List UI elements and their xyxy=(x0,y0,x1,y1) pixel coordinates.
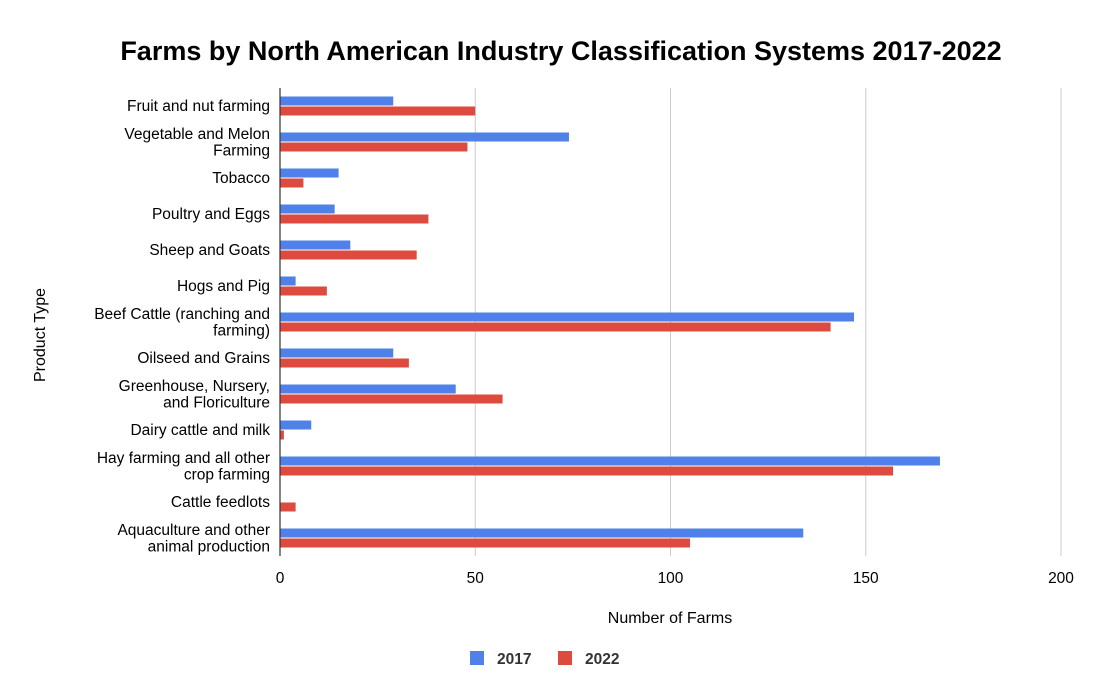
legend-label: 2022 xyxy=(585,651,619,668)
gridlines xyxy=(474,88,1062,556)
bar-2022-5 xyxy=(280,286,327,296)
bar-2022-4 xyxy=(280,250,417,260)
legend-swatch-2017 xyxy=(470,651,484,665)
bar-2017-0 xyxy=(280,96,394,106)
category-label: farming) xyxy=(213,322,270,339)
bar-2017-3 xyxy=(280,204,335,214)
category-label: crop farming xyxy=(184,466,270,483)
bar-2017-4 xyxy=(280,240,351,250)
category-label: Greenhouse, Nursery, xyxy=(119,378,270,395)
x-axis-title: Number of Farms xyxy=(608,610,732,627)
bar-2022-2 xyxy=(280,178,304,188)
category-label: Tobacco xyxy=(212,170,270,187)
bar-2017-1 xyxy=(280,132,569,142)
bar-2017-7 xyxy=(280,348,394,358)
bar-2017-10 xyxy=(280,456,940,466)
category-label: Hogs and Pig xyxy=(177,278,270,295)
chart-title: Farms by North American Industry Classif… xyxy=(120,36,1001,66)
category-label: Sheep and Goats xyxy=(149,242,270,259)
category-label: and Floriculture xyxy=(163,394,270,411)
x-tick-label: 200 xyxy=(1048,570,1074,587)
bar-2017-2 xyxy=(280,168,339,178)
bars xyxy=(280,96,940,548)
x-tick-labels: 0 50 100 150 200 xyxy=(276,570,1075,587)
bar-2022-7 xyxy=(280,358,409,368)
category-label: Fruit and nut farming xyxy=(127,98,270,115)
bar-2022-8 xyxy=(280,394,503,404)
bar-2017-6 xyxy=(280,312,855,322)
bar-2022-9 xyxy=(280,430,284,440)
bar-2017-9 xyxy=(280,420,312,430)
bar-2022-11 xyxy=(280,502,296,512)
category-label: animal production xyxy=(148,538,270,555)
category-labels: Fruit and nut farming Vegetable and Melon… xyxy=(94,98,270,555)
category-label: Vegetable and Melon xyxy=(124,126,270,143)
category-label: Poultry and Eggs xyxy=(152,206,270,223)
bar-2017-8 xyxy=(280,384,456,394)
legend-label: 2017 xyxy=(497,651,531,668)
category-label: Aquaculture and other xyxy=(117,522,270,539)
bar-2022-0 xyxy=(280,106,476,116)
x-tick-label: 50 xyxy=(467,570,485,587)
category-label: Hay farming and all other xyxy=(97,450,270,467)
x-tick-label: 100 xyxy=(658,570,684,587)
x-tick-label: 150 xyxy=(853,570,879,587)
bar-2022-1 xyxy=(280,142,468,152)
category-label: Farming xyxy=(213,142,270,159)
x-tick-label: 0 xyxy=(276,570,285,587)
bar-2017-5 xyxy=(280,276,296,286)
bar-2022-10 xyxy=(280,466,894,476)
bar-2022-3 xyxy=(280,214,429,224)
category-label: Dairy cattle and milk xyxy=(130,422,270,439)
category-label: Cattle feedlots xyxy=(171,494,270,511)
y-axis-title: Product Type xyxy=(32,288,49,382)
legend-swatch-2022 xyxy=(558,651,572,665)
bar-2022-12 xyxy=(280,538,691,548)
category-label: Beef Cattle (ranching and xyxy=(94,306,270,323)
legend: 2017 2022 xyxy=(470,651,619,668)
bar-2022-6 xyxy=(280,322,831,332)
bar-2017-12 xyxy=(280,528,804,538)
category-label: Oilseed and Grains xyxy=(137,350,270,367)
